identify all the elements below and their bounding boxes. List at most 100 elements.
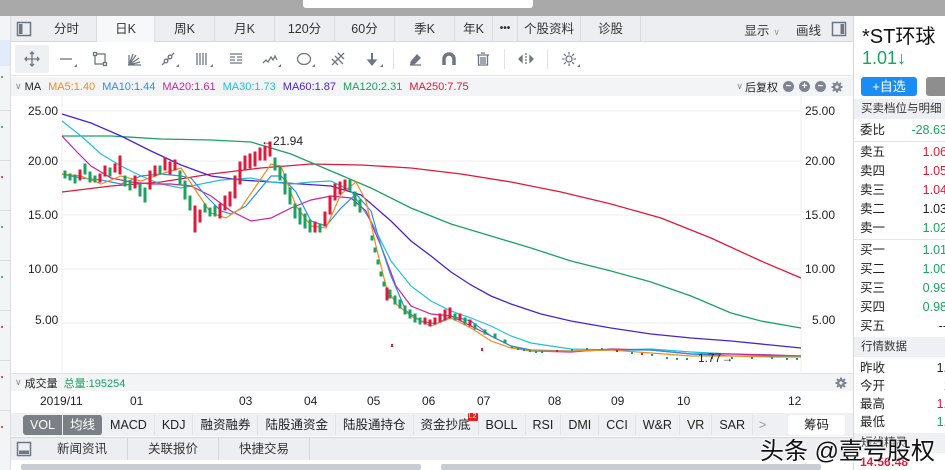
segment-tool[interactable] [151,45,185,73]
add-watchlist-button[interactable]: +自选 [861,77,917,96]
tab-yearly-k[interactable]: 年K [455,16,493,42]
indicator-sar[interactable]: SAR [712,414,754,435]
divider [0,260,10,261]
x-tick: 2019/11 [40,394,83,408]
magnet-tool[interactable] [432,45,466,73]
bid-row[interactable]: 买五 -- [860,317,945,336]
indicator-ma[interactable]: 均线 [63,414,104,435]
ask-row[interactable]: 卖三 1.04 [860,181,945,200]
tab-quick-trade[interactable]: 快捷交易 [219,438,311,460]
drawing-toolbar [11,42,853,76]
bid-row[interactable]: 买一 1.01 [860,241,945,260]
tab-stock-profile[interactable]: 个股资料 [518,16,581,42]
rectangle-tool[interactable] [83,45,117,73]
bid-price: 1.00 [922,262,945,276]
text-tool[interactable] [219,45,253,73]
bid-label: 买四 [860,300,886,314]
tab-monthly-k[interactable]: 月K [215,16,275,42]
display-dropdown[interactable]: 显示 ∨ [738,20,786,39]
indicator-tabs: VOL 均线 MACD KDJ 融资融券 陆股通资金 陆股通持仓 资金抄底 L2 … [11,412,853,436]
text-lines-icon [230,52,242,64]
indicator-margin[interactable]: 融资融券 [193,414,259,435]
line-tool[interactable] [49,45,83,73]
indicator-boll[interactable]: BOLL [479,414,526,435]
tab-minute[interactable]: 分时 [37,16,97,42]
zoom-in-icon[interactable]: + [799,81,810,92]
toolbar-settings-button[interactable] [552,45,586,73]
left-stock-list-strip[interactable] [0,16,11,470]
left-strip-selected [0,40,10,66]
chip-distribution-button[interactable]: 筹码 [787,414,845,435]
indicator-rsi[interactable]: RSI [526,414,562,435]
ask-row[interactable]: 卖一 1.02 [860,219,945,238]
ask-label: 卖二 [860,202,886,216]
news-list-clipped[interactable] [11,460,853,470]
market-data-title: 行情数据 [854,337,945,357]
news-item-clipped [441,464,821,470]
indicator-kdj[interactable]: KDJ [155,414,194,435]
ma30-value: MA30:1.73 [222,80,276,93]
collapse-chevron-icon[interactable]: ∨ [15,81,22,91]
sidebar-right-icon[interactable] [831,21,847,37]
order-ratio-label: 委比 [860,123,886,137]
indicator-northbound-holding[interactable]: 陆股通持仓 [336,414,414,435]
indicator-dmi[interactable]: DMI [561,414,600,435]
ma-label[interactable]: MA [24,80,42,93]
vertical-lines-tool[interactable] [185,45,219,73]
ask-price: 1.06 [922,145,945,159]
indicator-macd[interactable]: MACD [103,414,155,435]
chevron-right-icon[interactable]: > [759,417,767,432]
delete-drawings-button[interactable] [466,45,500,73]
indicator-vr[interactable]: VR [680,414,713,435]
indicator-vol[interactable]: VOL [23,414,64,435]
stock-search-input[interactable] [303,0,533,8]
list-dot [1,426,3,428]
pitchfork-tool[interactable] [321,45,355,73]
tab-60min[interactable]: 60分 [335,16,395,42]
tab-diagnose[interactable]: 诊股 [581,16,641,42]
bid-row[interactable]: 买三 0.99 [860,279,945,298]
sprite-timestamp: 14:56:48 [860,455,909,469]
zoom-out-icon[interactable]: − [783,81,794,92]
ask-row[interactable]: 卖四 1.05 [860,162,945,181]
rectangle-icon [92,51,108,66]
ma-settings-gear-icon[interactable] [831,81,843,93]
x-tick: 08 [548,394,562,408]
secondary-button[interactable] [926,77,945,96]
ellipse-tool[interactable] [287,45,321,73]
left-panel-toggle[interactable] [11,16,37,42]
tab-related-quotes[interactable]: 关联报价 [128,438,220,460]
tab-weekly-k[interactable]: 周K [155,16,215,42]
bottom-panel-toggle[interactable] [11,438,37,460]
stretch-tool[interactable] [509,45,543,73]
indicator-cci[interactable]: CCI [599,414,636,435]
draw-line-button[interactable]: 画线 [795,23,821,38]
tab-daily-k[interactable]: 日K [97,16,155,42]
arrow-marker-tool[interactable] [355,45,389,73]
news-item-clipped [21,464,421,470]
indicator-bottom-fishing[interactable]: 资金抄底 L2 [414,412,479,435]
collapse-chevron-icon[interactable]: ∨ [15,377,22,387]
bid-row[interactable]: 买二 1.00 [860,260,945,279]
tab-120min[interactable]: 120分 [275,16,335,42]
y-label-right: 25.00 [805,104,836,118]
bid-row[interactable]: 买四 0.98 [860,298,945,317]
ask-row[interactable]: 卖五 1.06 [860,143,945,162]
kline-chart[interactable]: ←21.94 1.77→ 25.00 20.00 15.00 10.00 5.0… [11,96,853,372]
bid-price: 1.01 [922,243,945,257]
volume-settings-gear-icon[interactable] [835,377,847,389]
indicator-northbound-flow[interactable]: 陆股通资金 [258,414,336,435]
tab-more[interactable]: ••• [493,16,518,42]
list-dot [1,326,3,328]
price-adjust-dropdown[interactable]: 后复权 [745,81,778,94]
l2-badge: L2 [467,412,478,421]
eraser-tool[interactable] [398,45,432,73]
minimize-icon[interactable]: − [815,81,826,92]
crosshair-tool[interactable] [15,44,49,73]
tab-news[interactable]: 新闻资讯 [37,438,129,460]
tab-quarterly-k[interactable]: 季K [395,16,455,42]
wave-tool[interactable] [253,45,287,73]
ask-row[interactable]: 卖二 1.03 [860,200,945,219]
fan-tool[interactable] [117,45,151,73]
indicator-wr[interactable]: W&R [636,414,680,435]
